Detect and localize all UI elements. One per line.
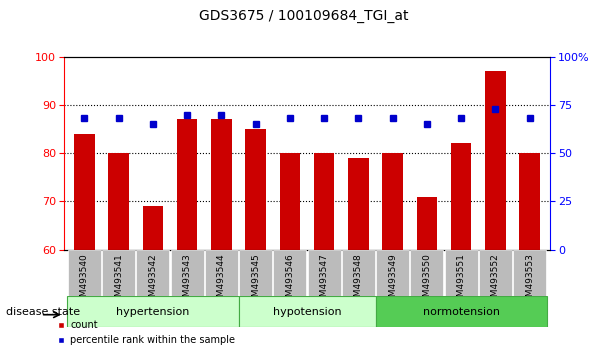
- Text: GDS3675 / 100109684_TGI_at: GDS3675 / 100109684_TGI_at: [199, 9, 409, 23]
- Bar: [451, 143, 471, 250]
- Bar: [444, 250, 478, 296]
- Bar: [308, 250, 340, 296]
- Bar: [382, 153, 403, 250]
- Bar: [239, 250, 272, 296]
- Bar: [67, 296, 238, 327]
- Bar: [211, 119, 232, 250]
- Text: GSM493546: GSM493546: [285, 253, 294, 308]
- Bar: [74, 134, 95, 250]
- Bar: [376, 250, 409, 296]
- Bar: [342, 250, 375, 296]
- Bar: [479, 250, 512, 296]
- Bar: [348, 158, 368, 250]
- Text: GSM493548: GSM493548: [354, 253, 363, 308]
- Bar: [416, 196, 437, 250]
- Bar: [280, 153, 300, 250]
- Text: GSM493545: GSM493545: [251, 253, 260, 308]
- Text: GSM493550: GSM493550: [423, 253, 432, 308]
- Bar: [205, 250, 238, 296]
- Text: hypotension: hypotension: [273, 307, 341, 316]
- Bar: [513, 250, 546, 296]
- Bar: [171, 250, 204, 296]
- Text: GSM493541: GSM493541: [114, 253, 123, 308]
- Bar: [274, 250, 306, 296]
- Text: GSM493544: GSM493544: [217, 253, 226, 308]
- Text: hypertension: hypertension: [116, 307, 190, 316]
- Bar: [102, 250, 135, 296]
- Legend: count, percentile rank within the sample: count, percentile rank within the sample: [54, 316, 239, 349]
- Text: GSM493549: GSM493549: [388, 253, 397, 308]
- Bar: [108, 153, 129, 250]
- Text: normotension: normotension: [423, 307, 500, 316]
- Text: GSM493547: GSM493547: [320, 253, 329, 308]
- Bar: [485, 71, 506, 250]
- Bar: [136, 250, 170, 296]
- Bar: [177, 119, 198, 250]
- Text: GSM493542: GSM493542: [148, 253, 157, 308]
- Bar: [238, 296, 376, 327]
- Text: disease state: disease state: [6, 307, 80, 317]
- Text: GSM493543: GSM493543: [182, 253, 192, 308]
- Bar: [246, 129, 266, 250]
- Bar: [519, 153, 540, 250]
- Text: GSM493540: GSM493540: [80, 253, 89, 308]
- Bar: [143, 206, 163, 250]
- Bar: [376, 296, 547, 327]
- Text: GSM493552: GSM493552: [491, 253, 500, 308]
- Bar: [410, 250, 443, 296]
- Bar: [314, 153, 334, 250]
- Bar: [68, 250, 101, 296]
- Text: GSM493553: GSM493553: [525, 253, 534, 308]
- Text: GSM493551: GSM493551: [457, 253, 466, 308]
